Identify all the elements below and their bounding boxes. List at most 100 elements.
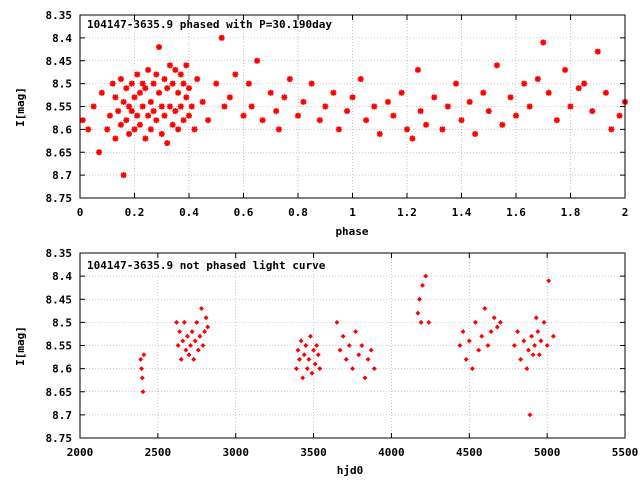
data-point	[221, 103, 228, 110]
data-point	[529, 333, 535, 339]
data-point	[575, 85, 582, 92]
data-point	[134, 112, 141, 119]
y-tick-label: 8.35	[46, 9, 73, 22]
bottom-y-axis-label: I[mag]	[14, 326, 27, 366]
y-tick-label: 8.7	[52, 409, 72, 422]
data-point	[202, 329, 208, 335]
data-point	[346, 342, 352, 349]
data-point	[158, 103, 165, 110]
data-point	[96, 149, 103, 156]
data-point	[417, 108, 424, 115]
top-y-ticks: 8.35 8.4 8.45 8.5 8.55 8.6 8.65 8.7 8.75	[46, 9, 625, 205]
y-tick-label: 8.65	[46, 386, 73, 399]
data-point	[120, 172, 127, 179]
data-point	[186, 112, 192, 119]
data-point	[458, 117, 465, 124]
data-point	[511, 342, 517, 349]
data-point	[308, 80, 315, 87]
data-point	[177, 103, 184, 110]
data-point	[131, 94, 138, 101]
data-point	[156, 89, 163, 96]
y-tick-label: 8.7	[52, 169, 72, 182]
data-point	[295, 347, 301, 353]
data-point	[317, 366, 323, 372]
data-point	[521, 338, 527, 344]
y-tick-label: 8.45	[46, 293, 73, 306]
data-point	[304, 366, 310, 372]
y-tick-label: 8.75	[46, 192, 73, 205]
data-point	[466, 338, 472, 344]
x-tick-label: 0.6	[234, 206, 254, 219]
y-tick-label: 8.4	[52, 32, 72, 45]
data-point	[309, 370, 315, 376]
top-chart-title: 104147-3635.9 phased with P=30.190day	[87, 18, 332, 31]
data-point	[104, 126, 111, 133]
data-point	[371, 103, 378, 110]
data-point	[466, 98, 473, 105]
data-point	[199, 98, 206, 105]
x-tick-label: 1	[349, 206, 356, 219]
data-point	[404, 126, 410, 133]
data-point	[172, 66, 179, 73]
data-point	[205, 324, 211, 330]
data-point	[589, 108, 596, 115]
data-point	[349, 94, 356, 101]
x-tick-label: 0	[77, 206, 84, 219]
data-point	[295, 112, 301, 119]
data-point	[439, 126, 446, 133]
data-point	[139, 103, 146, 110]
data-point	[344, 108, 351, 115]
data-point	[126, 103, 133, 110]
data-point	[546, 278, 552, 284]
data-point	[479, 333, 485, 339]
x-tick-label: 3000	[222, 446, 249, 459]
bottom-chart: 2000 2500 3000 3500 4000 4500 5000 5500 8.35 8.4…	[14, 247, 638, 477]
data-point	[175, 126, 182, 133]
bottom-y-ticks: 8.35 8.4 8.45 8.5 8.55 8.6 8.65 8.7 8.75	[46, 247, 625, 445]
x-tick-label: 5000	[534, 446, 561, 459]
top-points	[79, 34, 628, 179]
data-point	[139, 375, 145, 381]
data-point	[192, 338, 198, 344]
data-point	[203, 315, 209, 321]
data-point	[359, 342, 365, 349]
data-point	[527, 412, 533, 418]
data-point	[189, 329, 195, 335]
data-point	[297, 356, 303, 362]
data-point	[226, 94, 233, 101]
data-point	[340, 333, 346, 339]
data-point	[426, 319, 432, 325]
data-point	[485, 108, 492, 115]
data-point	[267, 89, 274, 96]
data-point	[553, 117, 560, 124]
top-x-ticks: 0 0.2 0.4 0.6 0.8 1 1.2 1.4 1.6 1.8 2	[77, 15, 629, 219]
y-tick-label: 8.55	[46, 101, 73, 114]
data-point	[398, 89, 405, 96]
data-point	[273, 108, 280, 115]
data-point	[90, 103, 97, 110]
data-point	[181, 319, 187, 325]
data-point	[316, 117, 323, 124]
data-point	[138, 366, 145, 372]
data-point	[409, 135, 416, 142]
data-point	[616, 112, 623, 119]
data-point	[112, 135, 119, 142]
x-tick-label: 2	[622, 206, 629, 219]
x-tick-label: 4000	[378, 446, 405, 459]
data-point	[150, 80, 157, 87]
data-point	[518, 356, 524, 362]
data-point	[538, 338, 544, 344]
data-point	[136, 121, 143, 128]
data-point	[534, 76, 541, 83]
data-point	[136, 89, 143, 96]
data-point	[300, 375, 306, 381]
data-point	[195, 347, 201, 353]
data-point	[156, 44, 163, 51]
data-point	[240, 112, 247, 119]
data-point	[322, 103, 329, 110]
data-point	[418, 319, 424, 325]
data-point	[423, 273, 429, 279]
data-point	[120, 98, 127, 105]
y-tick-label: 8.6	[52, 123, 72, 136]
data-point	[254, 57, 261, 64]
